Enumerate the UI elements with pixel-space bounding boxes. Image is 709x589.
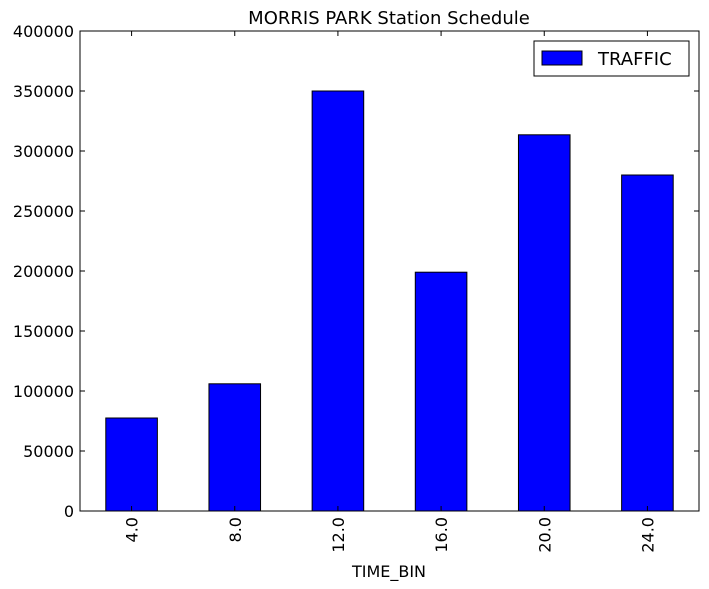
bar-4.0: [105, 417, 158, 512]
x-axis: 4.0 8.0 12.0 16.0 20.0 24.0: [123, 31, 657, 553]
x-tick-label: 12.0: [329, 517, 348, 553]
bar-16.0: [414, 271, 468, 512]
bar-20.0: [517, 134, 571, 512]
y-tick-label: 350000: [13, 82, 74, 101]
y-axis: 0 50000 100000 150000 200000 250000 300000 3500…: [13, 22, 699, 521]
y-tick-label: 200000: [13, 262, 74, 281]
y-tick-label: 100000: [13, 382, 74, 401]
x-tick-label: 24.0: [638, 517, 657, 553]
y-tick-label: 400000: [13, 22, 74, 41]
y-tick-label: 0: [64, 502, 74, 521]
plot-frame: [79, 30, 700, 512]
chart-title: MORRIS PARK Station Schedule: [248, 8, 530, 29]
bar-8.0: [208, 383, 262, 512]
bars-layer: [105, 90, 674, 512]
legend: TRAFFIC: [533, 40, 690, 77]
legend-swatch: [541, 50, 583, 66]
x-tick-label: 16.0: [432, 517, 451, 553]
legend-box: [533, 40, 690, 77]
y-tick-label: 150000: [13, 322, 74, 341]
x-tick-label: 8.0: [226, 517, 245, 542]
y-tick-label: 50000: [23, 442, 74, 461]
x-tick-label: 20.0: [535, 517, 554, 553]
bar-24.0: [621, 174, 674, 512]
y-tick-label: 300000: [13, 142, 74, 161]
x-tick-label: 4.0: [123, 517, 142, 542]
y-tick-label: 250000: [13, 202, 74, 221]
bar-12.0: [311, 90, 365, 512]
legend-label: TRAFFIC: [597, 49, 672, 70]
x-axis-label: TIME_BIN: [351, 562, 426, 582]
